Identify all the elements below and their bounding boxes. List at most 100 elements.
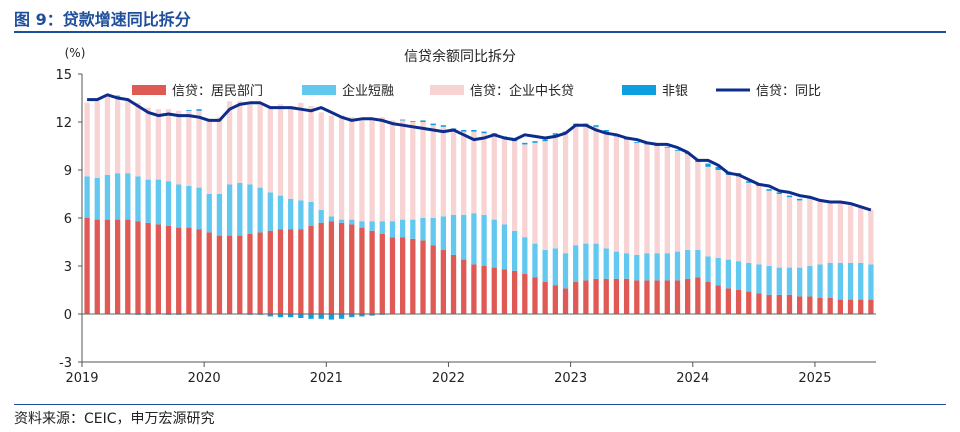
bar-segment [797, 267, 803, 297]
y-tick-label: 15 [55, 68, 72, 83]
bar-segment [400, 237, 406, 314]
bar-segment [420, 120, 426, 122]
bar-segment [532, 142, 538, 244]
bar-segment [196, 109, 202, 111]
bar-segment [491, 267, 497, 314]
bar-segment [491, 219, 497, 268]
source-note: 资料来源：CEIC，申万宏源研究 [14, 411, 215, 427]
bar-segment [125, 219, 131, 314]
bar-segment [257, 187, 263, 233]
bar-segment [827, 203, 833, 263]
bar-segment [257, 104, 263, 188]
bar-segment [104, 219, 111, 314]
bar-segment [298, 229, 304, 314]
bar-segment [114, 95, 121, 97]
bar-segment [155, 179, 161, 225]
bar-segment [237, 101, 243, 183]
bar-segment [756, 264, 762, 294]
x-axis: 2019 2020 2021 2022 2023 2024 2025 [65, 361, 876, 386]
bar-segment [725, 174, 732, 260]
bar-segment [155, 109, 161, 180]
bar-segment [501, 138, 508, 225]
bar-segment [328, 115, 335, 217]
bar-segment [583, 280, 589, 314]
bar-segment [359, 227, 365, 314]
bar-segment [715, 285, 721, 314]
y-tick-label: -3 [59, 356, 72, 371]
bar-segment [338, 219, 345, 223]
bar-segment [634, 142, 640, 143]
x-tick-label: 2019 [65, 371, 98, 386]
bar-segment [196, 229, 202, 314]
bar-segment [440, 125, 447, 127]
legend-swatch [622, 85, 656, 95]
bar-segment [165, 181, 172, 226]
bar-segment [827, 298, 833, 314]
bar-segment [685, 278, 691, 314]
bar-segment [400, 219, 406, 238]
bar-segment [695, 277, 701, 314]
bar-segment [552, 134, 558, 249]
bar-segment [318, 222, 324, 314]
bars-layer [82, 95, 876, 320]
bar-segment [308, 226, 314, 314]
bar-segment [359, 314, 365, 317]
bar-segment [257, 232, 263, 314]
bar-segment [145, 107, 151, 180]
bar-segment [654, 280, 660, 314]
bar-segment [868, 299, 874, 314]
bar-segment [267, 106, 273, 193]
bar-segment [155, 224, 161, 314]
x-tick-label: 2023 [554, 371, 587, 386]
bar-segment [277, 229, 284, 314]
bar-segment [868, 210, 874, 265]
x-tick-label: 2024 [676, 371, 709, 386]
bar-segment [573, 282, 579, 314]
bar-segment [338, 115, 345, 220]
bar-segment [410, 219, 416, 239]
bar-segment [593, 243, 599, 279]
legend-label: 信贷：企业中长贷 [470, 83, 574, 99]
bar-segment [735, 261, 742, 290]
bar-segment [186, 110, 192, 111]
y-tick-label: 3 [64, 260, 72, 275]
bar-segment [328, 216, 335, 222]
bar-segment [471, 213, 477, 265]
bar-segment [430, 125, 436, 218]
bar-segment [400, 120, 406, 220]
bar-segment [573, 125, 579, 246]
bar-segment [664, 253, 670, 281]
bar-segment [461, 130, 467, 132]
bar-segment [349, 117, 355, 220]
bar-segment [379, 234, 385, 314]
bar-segment [461, 259, 467, 314]
loan-growth-chart: 信贷余额同比拆分 (%) 信贷：居民部门 企业短融 信贷：企业中长贷 非银 信贷：同比 … [55, 46, 876, 386]
bar-segment [715, 170, 721, 258]
bar-segment [267, 230, 273, 314]
legend: 信贷：居民部门 企业短融 信贷：企业中长贷 非银 信贷：同比 [132, 83, 821, 99]
bar-segment [766, 189, 772, 191]
bar-segment [400, 119, 406, 121]
bar-segment [318, 210, 324, 223]
bar-segment [552, 133, 558, 135]
bar-segment [746, 262, 752, 292]
bar-segment [206, 118, 212, 194]
bar-segment [858, 299, 864, 314]
title-underline [14, 31, 946, 33]
figure-title: 图 9：贷款增速同比拆分 [14, 10, 191, 29]
y-tick-label: 6 [64, 212, 72, 227]
bar-segment [603, 131, 609, 249]
bar-segment [308, 106, 314, 202]
bar-segment [430, 218, 436, 246]
bar-segment [644, 280, 650, 314]
bar-segment [797, 198, 803, 201]
bar-segment [685, 250, 691, 279]
legend-swatch [302, 85, 336, 95]
x-tick-label: 2025 [798, 371, 831, 386]
bar-segment [511, 230, 518, 271]
bar-segment [623, 139, 630, 254]
bar-segment [94, 178, 100, 220]
bar-segment [135, 176, 141, 222]
bar-segment [206, 194, 212, 233]
legend-label: 企业短融 [342, 83, 394, 99]
